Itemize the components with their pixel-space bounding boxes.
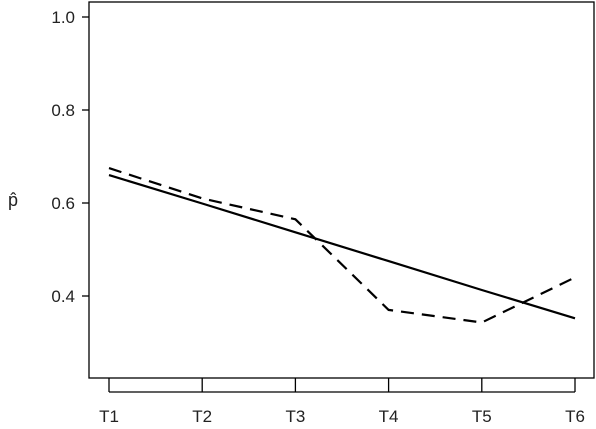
y-tick-label: 0.4 (51, 287, 75, 306)
series-layer (108, 167, 576, 324)
x-tick-label: T3 (285, 407, 305, 426)
series-line-solid (108, 174, 576, 320)
y-tick-label: 0.6 (51, 194, 75, 213)
y-tick-label: 1.0 (51, 8, 75, 27)
x-axis: T1 T2 T3 T4 T5 T6 (99, 378, 585, 426)
x-tick-label: T4 (379, 407, 399, 426)
y-axis: 0.4 0.6 0.8 1.0 (51, 8, 89, 306)
series-line-dashed (108, 167, 576, 324)
plot-frame (88, 1, 595, 379)
y-tick-label: 0.8 (51, 101, 75, 120)
x-tick-label: T5 (472, 407, 492, 426)
x-tick-label: T2 (192, 407, 212, 426)
x-tick-label: T6 (565, 407, 585, 426)
x-tick-label: T1 (99, 407, 119, 426)
y-axis-title: p̂ (8, 190, 18, 210)
